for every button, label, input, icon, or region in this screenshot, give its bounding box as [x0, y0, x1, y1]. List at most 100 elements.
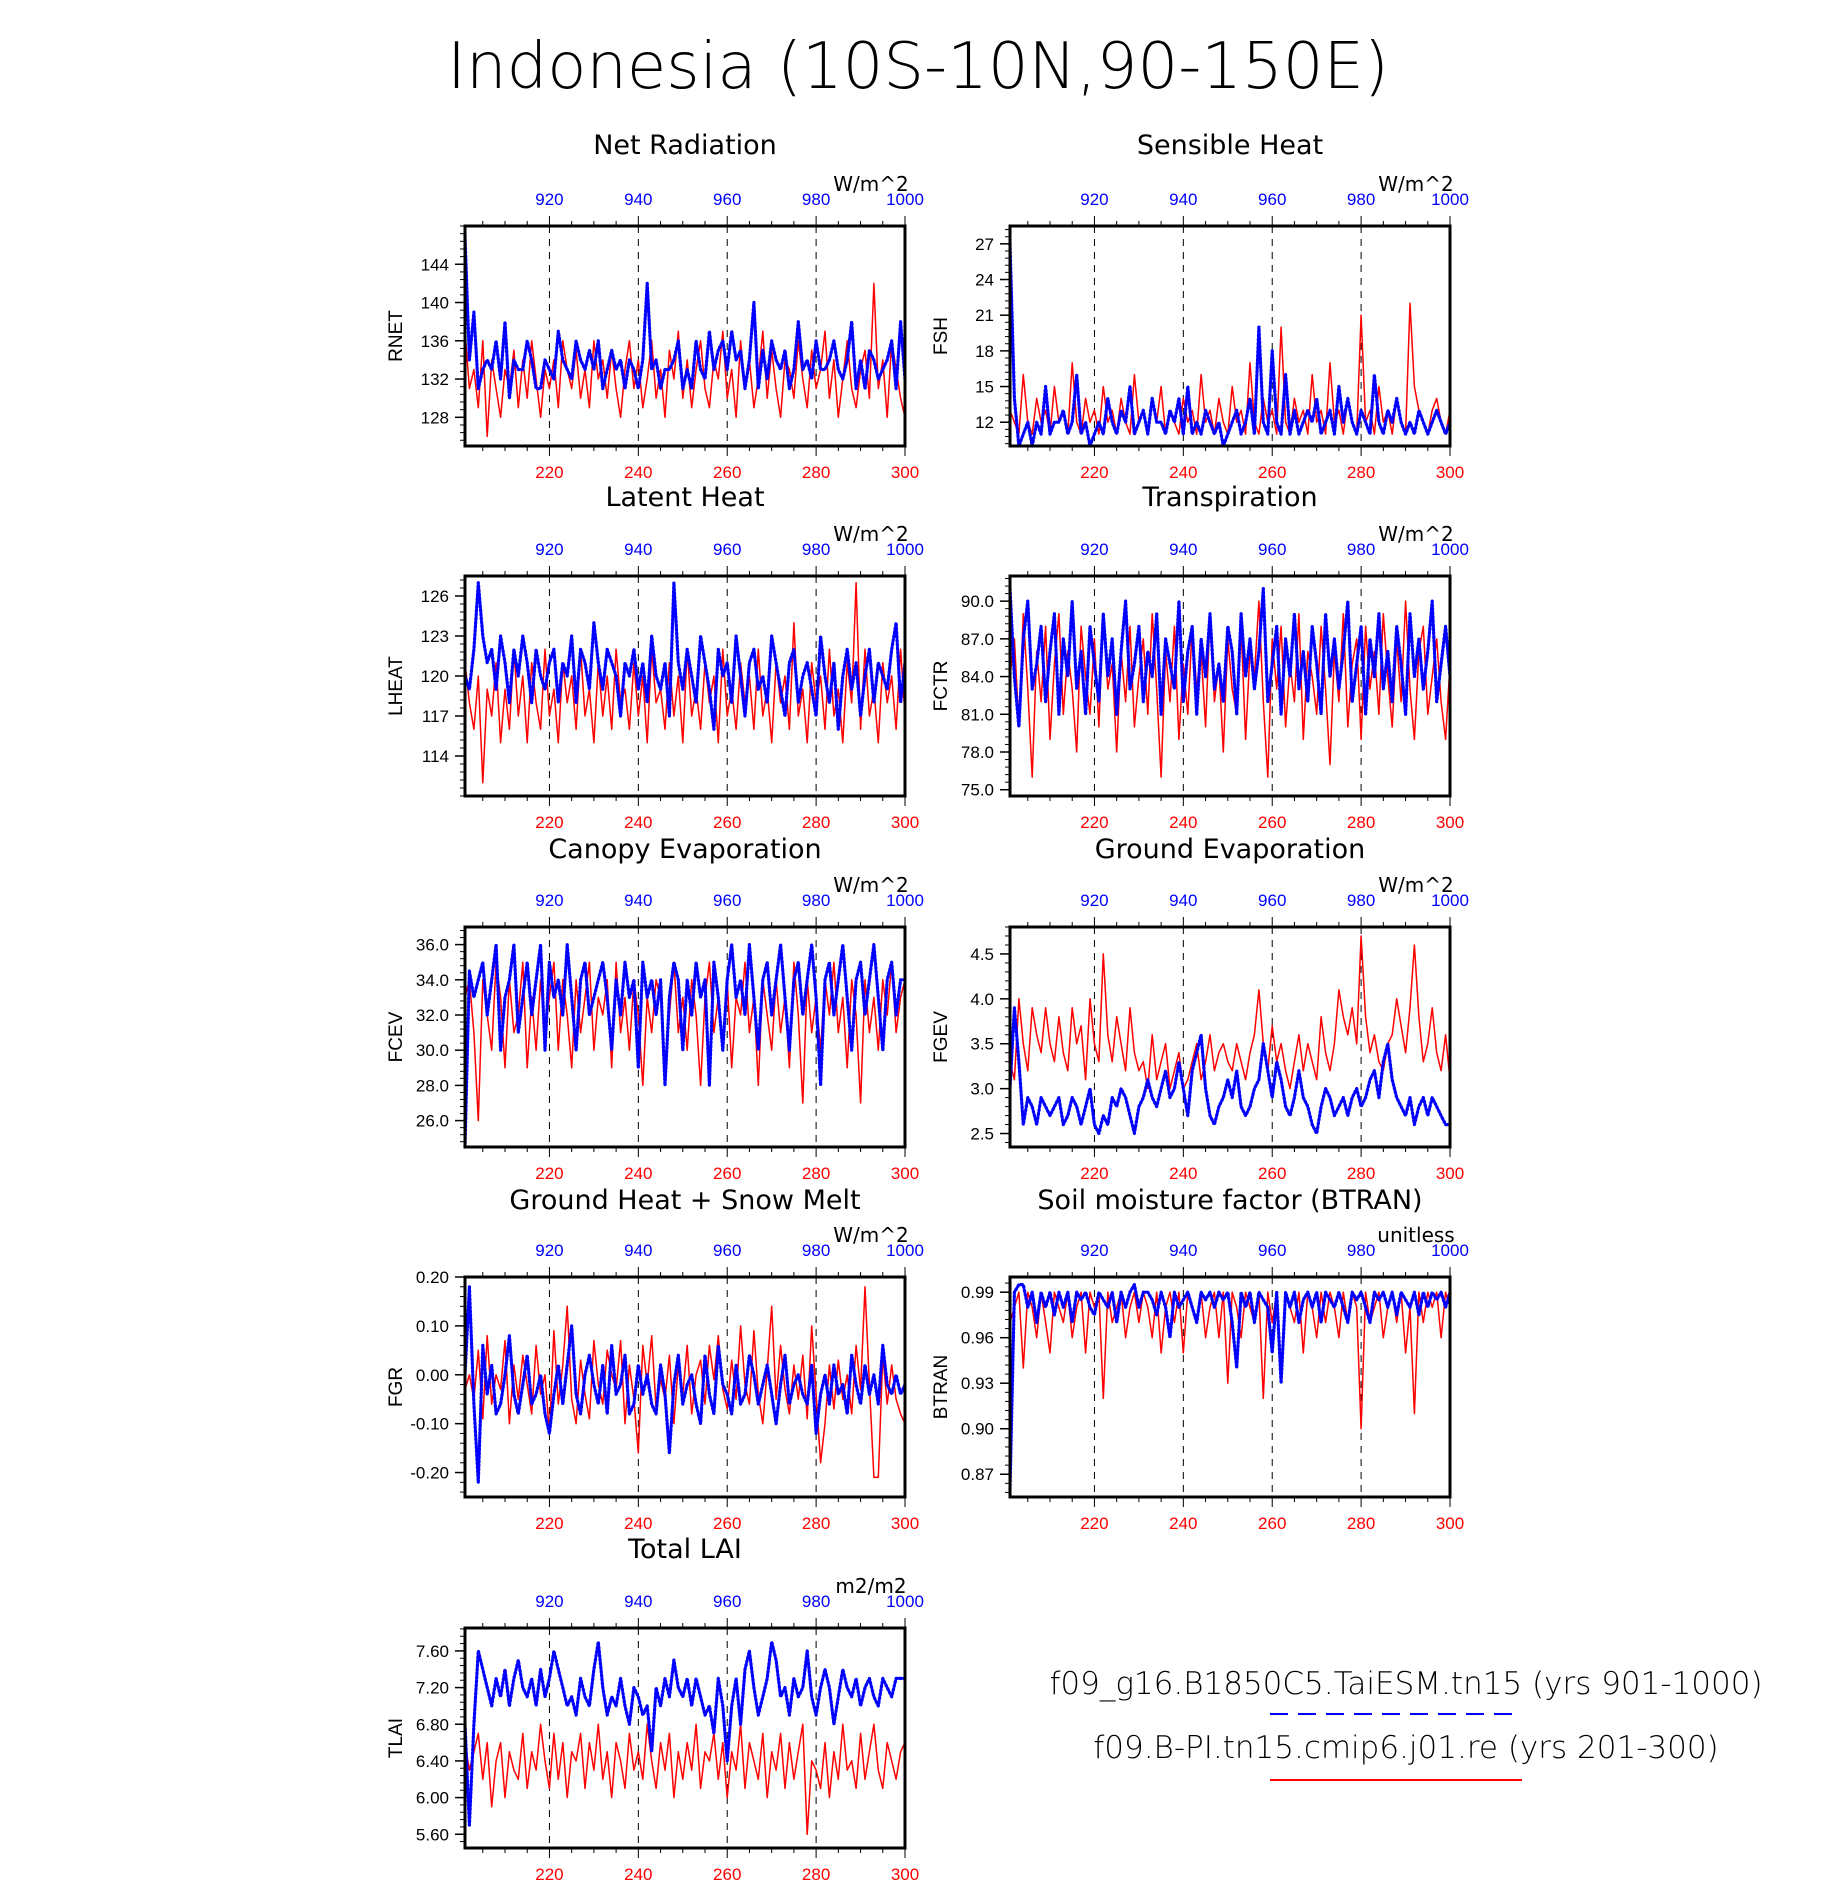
panel-title: Sensible Heat	[1137, 130, 1323, 161]
panel-ground-evaporation: Ground Evaporation W/m^2 FGEV 2.5 3.0 3.5 4.0 4…	[931, 834, 1469, 1183]
top-tick-label: 940	[1169, 190, 1197, 209]
bottom-tick-label: 300	[891, 1865, 919, 1884]
bottom-tick-label: 260	[1258, 1514, 1286, 1533]
top-tick-label: 940	[624, 1241, 652, 1260]
panel-title: Ground Evaporation	[1095, 834, 1366, 865]
unit-label: W/m^2	[1378, 172, 1453, 196]
series-line-blue	[1008, 242, 1452, 448]
bottom-tick-label: 280	[1347, 1514, 1375, 1533]
y-tick-label: 24	[975, 271, 994, 290]
bottom-tick-label: 220	[535, 813, 563, 832]
y-tick-label: 117	[422, 707, 449, 726]
bottom-tick-label: 240	[624, 1164, 652, 1183]
top-tick-label: 920	[1080, 190, 1108, 209]
plot-frame	[1008, 574, 1452, 798]
y-axis-label: TLAI	[386, 1718, 407, 1758]
y-tick-label: 18	[975, 342, 994, 361]
bottom-tick-label: 240	[1169, 813, 1197, 832]
bottom-tick-label: 300	[1436, 1164, 1464, 1183]
unit-label: m2/m2	[835, 1574, 906, 1598]
top-tick-label: 1000	[886, 1592, 924, 1611]
top-tick-label: 980	[802, 190, 830, 209]
panel-canopy-evaporation: Canopy Evaporation W/m^2 FCEV 26.0 28.0 30.0 3…	[386, 834, 924, 1183]
y-tick-label: 28.0	[416, 1076, 449, 1095]
y-tick-label: 87.0	[961, 630, 994, 649]
top-tick-label: 960	[1258, 190, 1286, 209]
series-line-blue	[463, 234, 907, 400]
bottom-tick-label: 280	[802, 1865, 830, 1884]
panel-title: Canopy Evaporation	[548, 834, 821, 865]
top-tick-label: 960	[713, 540, 741, 559]
y-tick-label: 32.0	[416, 1006, 449, 1025]
bottom-tick-label: 240	[1169, 1514, 1197, 1533]
y-tick-label: 6.80	[416, 1715, 449, 1734]
bottom-tick-label: 240	[624, 813, 652, 832]
y-tick-label: 0.87	[961, 1465, 994, 1484]
bottom-tick-label: 220	[1080, 813, 1108, 832]
bottom-tick-label: 220	[535, 1865, 563, 1884]
series-line-red	[1009, 935, 1451, 1090]
top-tick-label: 960	[713, 190, 741, 209]
bottom-tick-label: 280	[802, 1514, 830, 1533]
bottom-tick-label: 240	[624, 1865, 652, 1884]
unit-label: W/m^2	[833, 873, 908, 897]
bottom-tick-label: 260	[1258, 813, 1286, 832]
y-tick-label: 21	[975, 306, 994, 325]
plot-frame	[463, 925, 907, 1149]
top-tick-label: 920	[1080, 540, 1108, 559]
top-tick-label: 1000	[1431, 540, 1469, 559]
bottom-tick-label: 260	[713, 463, 741, 482]
plot-frame	[463, 224, 907, 448]
panel-sensible-heat: Sensible Heat W/m^2 FSH 12 15 18 21 24 27 220 240 2…	[931, 130, 1469, 482]
plot-frame	[463, 574, 907, 798]
bottom-tick-label: 260	[1258, 463, 1286, 482]
unit-label: W/m^2	[833, 172, 908, 196]
y-tick-label: 0.00	[416, 1366, 449, 1385]
bottom-tick-label: 280	[802, 463, 830, 482]
y-axis-label: LHEAT	[386, 656, 407, 716]
top-tick-label: 940	[624, 190, 652, 209]
y-tick-label: 7.20	[416, 1679, 449, 1698]
top-tick-label: 960	[713, 1241, 741, 1260]
y-tick-label: 3.5	[970, 1035, 994, 1054]
series-line-blue	[463, 1285, 907, 1484]
y-tick-label: 84.0	[961, 668, 994, 687]
panel-ground-heat-snow-melt: Ground Heat + Snow Melt W/m^2 FGR -0.20 -0.1…	[386, 1185, 924, 1533]
unit-label: unitless	[1377, 1223, 1454, 1247]
top-tick-label: 940	[624, 891, 652, 910]
top-tick-label: 1000	[886, 1241, 924, 1260]
top-tick-label: 1000	[1431, 1241, 1469, 1260]
panel-title: Transpiration	[1141, 482, 1317, 513]
y-tick-label: 4.5	[970, 945, 994, 964]
plot-frame	[1008, 925, 1452, 1149]
y-tick-label: 12	[975, 413, 994, 432]
bottom-tick-label: 240	[1169, 1164, 1197, 1183]
y-tick-label: 75.0	[961, 781, 994, 800]
y-tick-label: 0.90	[961, 1420, 994, 1439]
bottom-tick-label: 240	[1169, 463, 1197, 482]
bottom-tick-label: 220	[1080, 1164, 1108, 1183]
top-tick-label: 960	[1258, 1241, 1286, 1260]
y-axis-label: FCTR	[931, 661, 952, 712]
top-tick-label: 940	[624, 540, 652, 559]
series-line-red	[1009, 1291, 1451, 1430]
bottom-tick-label: 300	[1436, 1514, 1464, 1533]
panel-title: Total LAI	[627, 1534, 742, 1565]
series-line-blue	[463, 942, 907, 1149]
series-line-blue	[463, 581, 907, 731]
y-tick-label: 30.0	[416, 1041, 449, 1060]
top-tick-label: 920	[535, 1241, 563, 1260]
y-tick-label: 128	[421, 408, 449, 427]
bottom-tick-label: 280	[802, 1164, 830, 1183]
y-axis-label: FGR	[386, 1367, 407, 1407]
top-tick-label: 1000	[1431, 190, 1469, 209]
y-tick-label: 114	[422, 747, 449, 766]
y-tick-label: 132	[421, 370, 449, 389]
bottom-tick-label: 220	[535, 1164, 563, 1183]
legend: f09_g16.B1850C5.TaiESM.tn15 (yrs 901-100…	[1049, 1666, 1763, 1781]
bottom-tick-label: 240	[624, 1514, 652, 1533]
series-line-red	[1009, 600, 1451, 778]
bottom-tick-label: 300	[891, 1514, 919, 1533]
y-tick-label: 0.93	[961, 1374, 994, 1393]
